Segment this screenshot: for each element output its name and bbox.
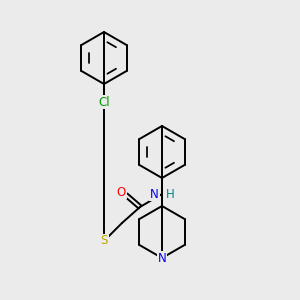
Text: N: N [150, 188, 159, 200]
Text: H: H [166, 188, 175, 200]
Text: Cl: Cl [98, 95, 110, 109]
Text: S: S [100, 235, 108, 248]
Text: O: O [116, 185, 126, 199]
Text: N: N [158, 251, 166, 265]
